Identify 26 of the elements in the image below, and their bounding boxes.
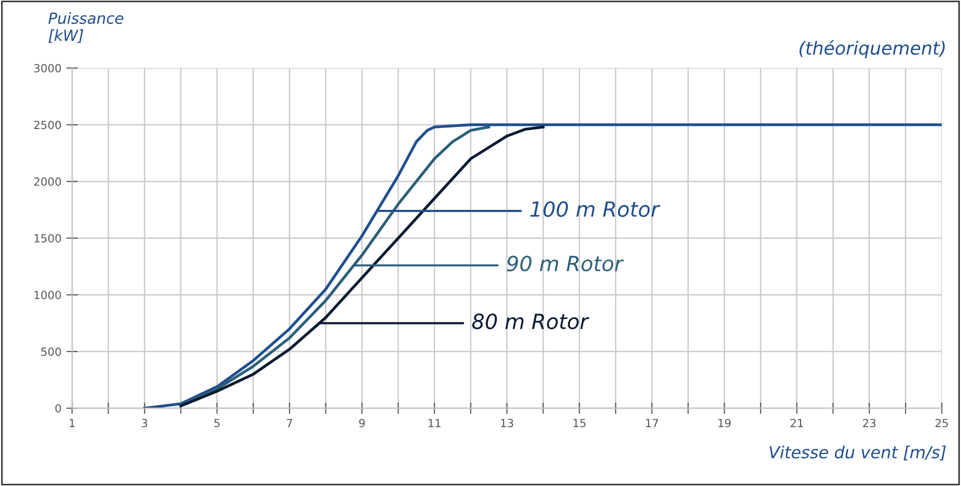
x-tick-label: 21 — [790, 418, 803, 428]
x-tick-label: 9 — [359, 418, 365, 428]
text: (théoriquement) — [800, 40, 945, 58]
y-tick-label: 2000 — [34, 177, 61, 186]
text: 100 m Rotor — [530, 201, 660, 217]
x-tick-label: 25 — [936, 418, 948, 428]
text: 80 m Rotor — [472, 313, 590, 330]
x-tick-label: 15 — [574, 419, 586, 428]
x-tick-label: 11 — [428, 419, 440, 428]
text: 90 m Rotor — [506, 256, 624, 272]
y-tick-label: 0 — [55, 404, 61, 413]
y-tick-label: 3000 — [34, 64, 61, 72]
x-tick-label: 7 — [286, 419, 292, 428]
y-tick-label: 2500 — [34, 120, 61, 130]
y-tick-label: 500 — [41, 348, 61, 356]
x-tick-label: 17 — [646, 419, 658, 428]
y-tick-label: 1500 — [34, 234, 61, 243]
x-tick-label: 13 — [501, 418, 514, 428]
y-tick-label: 1000 — [34, 290, 61, 300]
x-tick-label: 19 — [718, 418, 731, 428]
x-tick-label: 5 — [214, 419, 220, 428]
x-axis-title: Vitesse du vent [m/s] — [770, 446, 946, 460]
x-tick-label: 3 — [142, 418, 148, 428]
x-tick-label: 1 — [70, 419, 75, 428]
y-axis-title: Puissance [kW] — [48, 12, 124, 43]
x-tick-label: 23 — [863, 418, 876, 428]
